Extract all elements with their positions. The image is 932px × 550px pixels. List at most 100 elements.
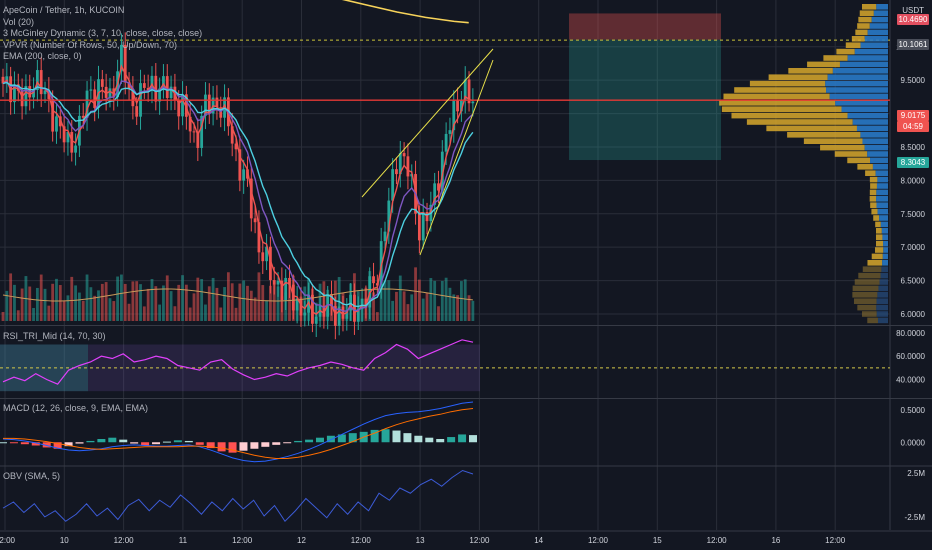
candle-body — [100, 79, 104, 87]
macd-histogram-bar — [184, 440, 193, 443]
volume-bar — [230, 283, 234, 321]
volume-bar — [463, 279, 467, 321]
volume-bar — [127, 303, 131, 321]
candle-body — [444, 133, 448, 152]
volume-bar — [272, 284, 276, 321]
vpvr-up-bar — [879, 215, 888, 221]
candle-body — [158, 88, 162, 102]
volume-bar — [242, 280, 246, 321]
symbol-title[interactable]: ApeCoin / Tether, 1h, KUCOIN — [3, 5, 125, 15]
candle-body — [196, 131, 200, 148]
macd-histogram-bar — [315, 437, 324, 443]
candle-body — [280, 280, 284, 301]
macd-histogram-bar — [436, 439, 445, 443]
main-legend: ApeCoin / Tether, 1h, KUCOIN Vol (20) 3 … — [3, 5, 202, 63]
volume-bar — [379, 272, 383, 321]
volume-bar — [425, 292, 429, 321]
last-price-tag: 9.0175 — [897, 110, 929, 121]
candle-body — [127, 82, 131, 90]
obv-line — [2, 469, 474, 523]
vpvr-up-bar — [867, 29, 888, 36]
indicator-mcginley-label[interactable]: 3 McGinley Dynamic (3, 7, 10, close, clo… — [3, 28, 203, 38]
candle-body — [383, 231, 387, 242]
indicator-vpvr-label[interactable]: VPVR (Number Of Rows, 50, Up/Down, 70) — [3, 39, 178, 50]
rsi-tick-label: 40.0000 — [896, 376, 925, 385]
vpvr-up-bar — [882, 260, 888, 266]
volume-bar — [314, 302, 318, 321]
candle-body — [360, 298, 364, 309]
volume-bar — [139, 284, 142, 321]
candle-body — [448, 130, 452, 134]
candle-body — [165, 76, 169, 98]
macd-histogram-bar — [173, 440, 182, 443]
candle-body — [452, 100, 456, 131]
candle-body — [70, 132, 74, 153]
macd-histogram-bar — [195, 442, 204, 445]
candle-body — [460, 100, 463, 112]
volume-bar — [13, 284, 16, 321]
vpvr-up-bar — [883, 247, 888, 253]
candle-body — [391, 169, 395, 201]
macd-histogram-bar — [97, 439, 106, 443]
candle-body — [284, 277, 288, 301]
vpvr-down-bar — [867, 317, 878, 324]
obv-label[interactable]: OBV (SMA, 5) — [3, 471, 61, 481]
volume-bar — [184, 284, 188, 321]
macd-histogram-bar — [370, 429, 379, 443]
volume-bar — [47, 305, 51, 321]
volume-bar — [93, 295, 97, 321]
wedge-upper-line — [361, 48, 494, 198]
vpvr-down-bar — [851, 36, 865, 42]
volume-bar — [188, 307, 192, 321]
volume-bar — [402, 291, 406, 321]
vpvr-down-bar — [876, 228, 882, 234]
vpvr-up-bar — [847, 112, 888, 119]
macd-histogram-bar — [20, 442, 29, 445]
vpvr-down-bar — [862, 266, 882, 272]
candle-body — [32, 90, 35, 98]
rsi-label[interactable]: RSI_TRI_Mid (14, 70, 30) — [3, 331, 106, 341]
volume-bar — [387, 280, 391, 321]
volume-bar — [32, 307, 35, 321]
volume-bar — [253, 297, 257, 321]
vpvr-up-bar — [876, 189, 888, 196]
candle-body — [1, 76, 5, 84]
volume-bar — [51, 283, 55, 321]
x-tick-label: 12:00 — [588, 536, 609, 545]
candle-body — [93, 89, 97, 108]
x-tick-label: 13 — [416, 536, 425, 545]
vpvr-up-bar — [881, 228, 888, 234]
candle-body — [20, 90, 24, 107]
vpvr-down-bar — [859, 10, 874, 16]
mcginley-line-3 — [2, 81, 474, 308]
volume-bar — [288, 284, 291, 321]
vpvr-up-bar — [864, 144, 888, 151]
volume-bar — [330, 302, 333, 321]
mcginley-line-1 — [2, 64, 474, 316]
candle-body — [456, 100, 459, 112]
volume-bar — [456, 295, 459, 321]
vpvr-up-bar — [860, 42, 888, 48]
volume-ma-line — [2, 288, 473, 302]
vpvr-down-bar — [871, 208, 878, 215]
candle-body — [123, 44, 127, 83]
volume-bar — [448, 287, 452, 321]
indicator-vol-label[interactable]: Vol (20) — [3, 16, 35, 27]
volume-bar — [55, 278, 58, 321]
macd-label[interactable]: MACD (12, 26, close, 9, EMA, EMA) — [3, 403, 149, 413]
vpvr-up-bar — [867, 151, 888, 157]
candle-body — [104, 86, 108, 98]
candle-body — [253, 218, 257, 223]
volume-bar — [238, 283, 242, 321]
indicator-ema-label[interactable]: EMA (200, close, 0) — [3, 51, 82, 61]
macd-histogram-bar — [75, 442, 84, 444]
vpvr-down-bar — [875, 221, 881, 228]
vpvr-down-bar — [858, 272, 881, 279]
vpvr-down-bar — [823, 55, 848, 61]
vpvr-up-bar — [876, 311, 888, 317]
vpvr-up-bar — [860, 132, 888, 138]
volume-bar — [120, 274, 123, 321]
x-tick-label: 12:00 — [232, 536, 253, 545]
volume-bar — [154, 286, 158, 321]
